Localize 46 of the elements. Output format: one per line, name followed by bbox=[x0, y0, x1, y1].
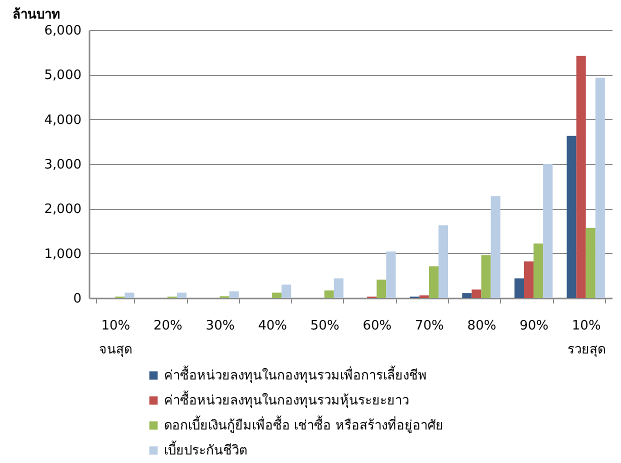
legend-label: ดอกเบี้ยเงินกู้ยืมเพื่อซื้อ เช่าซื้อ หรือสร้างที่อยู่อาศัย bbox=[164, 416, 444, 434]
x-tick-label: 60% bbox=[362, 318, 392, 334]
legend-label: ค่าซื้อหน่วยลงทุนในกองทุนรวมเพื่อการเลี้ยงชีพ bbox=[164, 366, 427, 384]
bar bbox=[176, 292, 187, 298]
bar bbox=[472, 290, 482, 298]
x-tick-label: 10% จนสุด bbox=[99, 318, 132, 358]
y-tick-label: 1,000 bbox=[44, 246, 82, 262]
legend-label: ค่าซื้อหน่วยลงทุนในกองทุนรวมหุ้นระยะยาว bbox=[164, 390, 409, 408]
y-tick-label: 3,000 bbox=[44, 158, 82, 172]
bar bbox=[462, 293, 472, 298]
bar bbox=[376, 280, 386, 298]
x-tick-label: 90% bbox=[520, 318, 549, 334]
bar bbox=[586, 228, 596, 298]
x-tick-label: 10% รวยสุด bbox=[567, 318, 606, 358]
bar bbox=[595, 78, 605, 298]
x-tick-label: 80% bbox=[467, 318, 496, 334]
bar bbox=[490, 196, 500, 298]
y-tick-label: 0 bbox=[73, 292, 82, 306]
y-tick-label: 2,000 bbox=[44, 202, 82, 218]
bar bbox=[438, 225, 448, 298]
x-tick-label: 20% bbox=[153, 318, 182, 334]
bar bbox=[428, 266, 438, 298]
bar bbox=[481, 255, 491, 298]
bar bbox=[514, 278, 524, 298]
y-axis-title: ล้านบาท bbox=[12, 6, 60, 22]
bar bbox=[272, 292, 282, 298]
bar bbox=[576, 56, 586, 298]
x-tick-label: 40% bbox=[258, 318, 288, 334]
y-tick-label: 6,000 bbox=[44, 24, 82, 38]
legend-label: เบี้ยประกันชีวิต bbox=[164, 440, 247, 458]
bar bbox=[334, 278, 344, 298]
y-tick-label: 4,000 bbox=[44, 112, 82, 128]
bar bbox=[324, 290, 334, 298]
bar bbox=[534, 244, 544, 298]
x-tick-label: 30% bbox=[206, 318, 235, 334]
bar bbox=[524, 261, 534, 298]
bar bbox=[282, 284, 292, 298]
bar bbox=[419, 295, 429, 298]
bar bbox=[229, 291, 239, 298]
bar bbox=[124, 292, 134, 298]
x-tick-label: 70% bbox=[414, 318, 444, 334]
y-tick-label: 5,000 bbox=[44, 68, 82, 84]
bar bbox=[543, 164, 553, 298]
x-tick-label: 50% bbox=[310, 318, 340, 334]
bar bbox=[566, 136, 576, 298]
bar bbox=[386, 252, 396, 298]
